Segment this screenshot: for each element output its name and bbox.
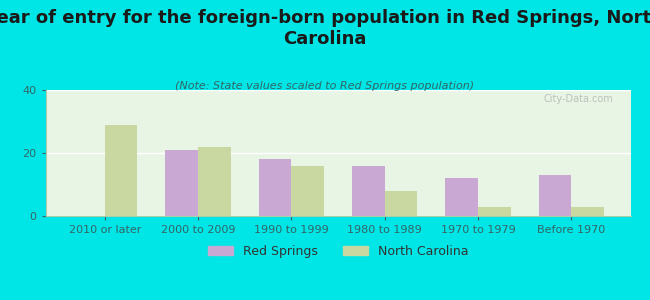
Bar xyxy=(259,159,291,216)
Bar xyxy=(291,166,324,216)
Bar xyxy=(165,150,198,216)
Bar xyxy=(539,175,571,216)
Text: (Note: State values scaled to Red Springs population): (Note: State values scaled to Red Spring… xyxy=(176,81,474,91)
Legend: Red Springs, North Carolina: Red Springs, North Carolina xyxy=(203,240,473,263)
Bar xyxy=(352,166,385,216)
Text: Year of entry for the foreign-born population in Red Springs, North
Carolina: Year of entry for the foreign-born popul… xyxy=(0,9,650,48)
Bar xyxy=(198,147,231,216)
Bar xyxy=(445,178,478,216)
Text: City-Data.com: City-Data.com xyxy=(543,94,613,104)
Bar xyxy=(105,124,137,216)
Bar xyxy=(571,206,604,216)
Bar xyxy=(478,206,511,216)
Bar xyxy=(385,191,417,216)
